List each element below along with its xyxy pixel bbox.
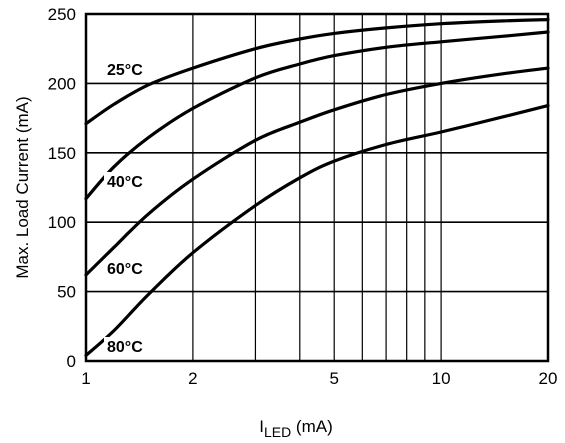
series-label-background [104, 337, 158, 356]
plot-frame [84, 12, 550, 363]
y-tick-label: 150 [48, 144, 76, 163]
series-label-1: 40°C [107, 174, 143, 191]
x-tick-label: 1 [81, 369, 90, 388]
series-line-1 [84, 30, 550, 201]
series-label-background [104, 259, 158, 278]
series-label-0: 25°C [107, 62, 143, 79]
series-line-3 [84, 104, 550, 357]
x-tick-label: 5 [329, 369, 338, 388]
x-tick-label: 10 [432, 369, 451, 388]
x-axis-title: ILED (mA) [259, 417, 333, 440]
y-tick-label: 0 [67, 352, 76, 371]
y-axis-title: Max. Load Current (mA) [13, 96, 32, 278]
x-axis-title-unit: (mA) [291, 417, 333, 436]
series-label-3: 80°C [107, 339, 143, 356]
series-label-2: 60°C [107, 261, 143, 278]
series-line-0 [84, 18, 550, 126]
series-label-background [104, 172, 158, 191]
series-lines [84, 18, 550, 357]
x-axis-title-subscript: LED [264, 424, 291, 440]
y-tick-label: 250 [48, 5, 76, 24]
series-line-2 [84, 66, 550, 277]
y-tick-label: 200 [48, 74, 76, 93]
y-tick-label: 50 [57, 283, 76, 302]
x-tick-label: 20 [539, 369, 558, 388]
series-label-background [104, 60, 158, 79]
series-labels: 25°C 40°C 60°C 80°C [104, 60, 158, 356]
x-tick-label: 2 [188, 369, 197, 388]
y-tick-label: 100 [48, 213, 76, 232]
x-axis-title-main: I [259, 417, 264, 436]
